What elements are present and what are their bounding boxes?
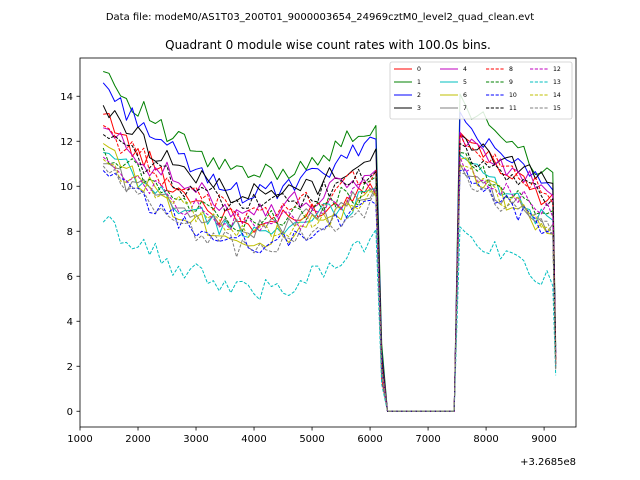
legend-frame <box>389 61 573 120</box>
series-line-8 <box>102 125 557 412</box>
y-tick-label: 10 <box>60 182 73 193</box>
x-tick-label: 3000 <box>183 434 208 445</box>
axes-frame <box>79 57 577 428</box>
chart-title: Quadrant 0 module wise count rates with … <box>165 38 491 52</box>
y-axis: 0 2 4 6 8 10 12 14 <box>60 92 80 418</box>
x-tick-label: 8000 <box>473 434 498 445</box>
series-line-15 <box>102 165 557 412</box>
legend-label-5: 5 <box>463 79 467 86</box>
series-line-1 <box>103 71 557 412</box>
series-line-10 <box>102 169 557 412</box>
series-line-12 <box>102 156 557 412</box>
legend-label-10: 10 <box>509 92 517 99</box>
x-tick-label: 9000 <box>531 434 556 445</box>
series-line-9 <box>102 147 557 412</box>
legend-label-13: 13 <box>553 79 561 86</box>
suptitle: Data file: modeM0/AS1T03_200T01_90000036… <box>106 12 534 23</box>
y-tick-label: 14 <box>60 92 73 103</box>
series-line-7 <box>103 163 557 412</box>
legend-label-1: 1 <box>417 79 421 86</box>
legend-label-0: 0 <box>417 66 421 73</box>
x-tick-label: 7000 <box>415 434 440 445</box>
legend-label-15: 15 <box>553 105 561 112</box>
legend-label-4: 4 <box>463 66 467 73</box>
legend-label-11: 11 <box>509 105 517 112</box>
y-tick-label: 0 <box>67 407 73 418</box>
x-tick-label: 5000 <box>299 434 324 445</box>
legend-label-14: 14 <box>553 92 561 99</box>
series-line-6 <box>102 143 557 412</box>
y-tick-label: 8 <box>67 227 73 238</box>
series-line-2 <box>102 82 557 412</box>
y-tick-label: 4 <box>67 317 73 328</box>
legend-label-3: 3 <box>417 105 421 112</box>
series-line-0 <box>103 113 557 412</box>
x-offset-text: +3.2685e8 <box>520 457 576 468</box>
series-line-14 <box>102 158 557 412</box>
series-line-13 <box>102 215 557 412</box>
series-line-11 <box>102 134 557 412</box>
y-tick-label: 12 <box>60 137 73 148</box>
legend-label-8: 8 <box>509 66 513 73</box>
x-axis: 1000 2000 3000 4000 5000 6000 7000 8000 9000 <box>67 427 557 445</box>
legend-label-7: 7 <box>463 105 467 112</box>
legend-label-6: 6 <box>463 92 467 99</box>
x-tick-label: 4000 <box>241 434 266 445</box>
series-group <box>102 71 557 412</box>
y-tick-label: 6 <box>67 272 73 283</box>
x-tick-label: 1000 <box>67 434 92 445</box>
plot-area <box>79 57 577 428</box>
legend-label-2: 2 <box>417 92 421 99</box>
series-line-3 <box>102 105 557 412</box>
x-tick-label: 6000 <box>357 434 382 445</box>
legend-label-12: 12 <box>553 66 561 73</box>
x-tick-label: 2000 <box>125 434 150 445</box>
legend-label-9: 9 <box>509 79 513 86</box>
y-tick-label: 2 <box>67 362 73 373</box>
